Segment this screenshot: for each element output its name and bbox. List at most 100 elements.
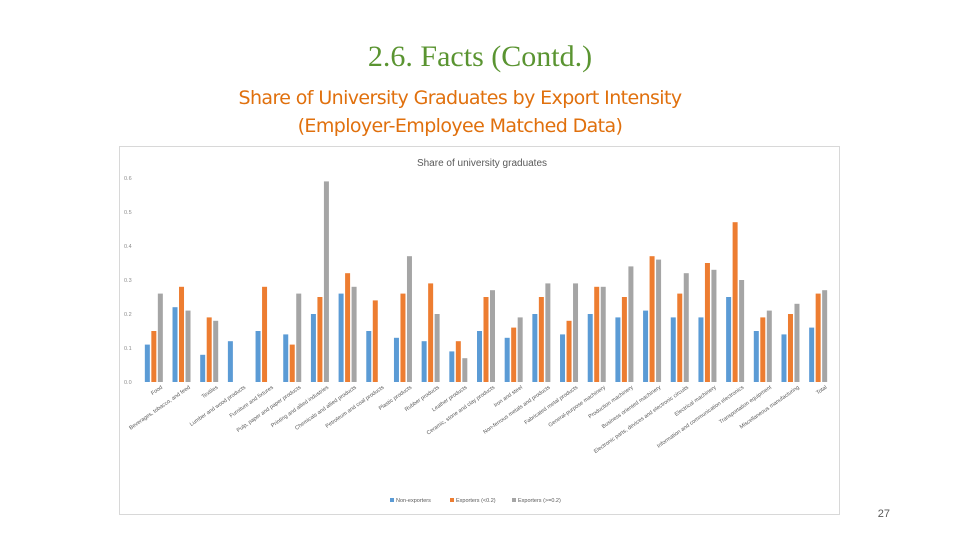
y-tick-label: 0.6 (124, 176, 132, 182)
bar (670, 317, 676, 382)
bar (766, 310, 772, 382)
bar (455, 341, 461, 382)
bar (739, 280, 745, 382)
bar (511, 327, 517, 382)
bar (428, 283, 434, 382)
bar (711, 269, 717, 382)
bar (517, 317, 523, 382)
y-tick-label: 0.4 (124, 244, 132, 250)
bar (227, 341, 233, 382)
y-tick-label: 0.3 (124, 278, 132, 284)
chart-subtitle: Share of University Graduates by Export … (140, 84, 780, 140)
bar (157, 293, 163, 382)
bar (560, 334, 566, 382)
bar (490, 290, 495, 382)
bar (677, 293, 683, 382)
bar (787, 314, 793, 382)
bar (538, 297, 544, 382)
bar (760, 317, 766, 382)
bar (144, 344, 150, 382)
bar (351, 286, 357, 382)
bar (406, 256, 412, 382)
bar (200, 354, 206, 382)
bar (338, 293, 344, 382)
bar (726, 297, 732, 382)
bar (372, 300, 378, 382)
bar (698, 317, 704, 382)
bar (643, 310, 649, 382)
bar (628, 266, 634, 382)
bar (462, 358, 468, 382)
bar (283, 334, 289, 382)
x-category-label: Lumber and wood products (189, 385, 247, 428)
bar (656, 259, 662, 382)
bar (794, 303, 800, 382)
bar (421, 341, 427, 382)
x-category-label: Transportation equipment (718, 384, 773, 425)
bar (262, 286, 268, 382)
bar (566, 320, 572, 382)
bar (587, 314, 593, 382)
y-tick-label: 0.2 (124, 312, 132, 318)
slide-title: 2.6. Facts (Contd.) (367, 40, 593, 73)
bar (289, 344, 295, 382)
legend-label: Exporters (>=0.2) (518, 498, 561, 504)
bar (366, 331, 372, 382)
legend: Non-exporters Exporters (<0.2) Exporters (… (390, 498, 561, 504)
bar (255, 331, 261, 382)
legend-swatch (512, 498, 516, 502)
legend-swatch (390, 498, 394, 502)
bar (600, 286, 606, 382)
subtitle-line-2: (Employer-Employee Matched Data) (297, 115, 623, 137)
bar (781, 334, 787, 382)
y-tick-label: 0.1 (124, 346, 132, 352)
bar (477, 331, 482, 382)
bar (449, 351, 455, 382)
bar (317, 297, 323, 382)
slide-number: 27 (877, 508, 890, 520)
bar (594, 286, 600, 382)
bar (532, 314, 538, 382)
bar (683, 273, 689, 382)
bar (310, 314, 316, 382)
bar (296, 293, 302, 382)
bar (704, 263, 710, 382)
bar (151, 331, 157, 382)
legend-label: Non-exporters (396, 498, 431, 504)
bar (545, 283, 551, 382)
legend-swatch (450, 498, 454, 502)
bar (753, 331, 759, 382)
bar-chart: Share of university graduates 0.00.10.20… (124, 158, 828, 504)
bar (649, 256, 655, 382)
y-tick-label: 0.0 (124, 380, 132, 386)
bar (621, 297, 627, 382)
bar (206, 317, 212, 382)
bar (483, 297, 489, 382)
bar (573, 283, 579, 382)
bar (504, 337, 510, 382)
bar (185, 310, 191, 382)
bar (345, 273, 351, 382)
bar (434, 314, 440, 382)
chart-frame: Share of university graduates 0.0 0.1 0.2 0… (119, 146, 840, 515)
bars (144, 181, 828, 382)
y-axis: 0.0 0.1 0.2 0.3 0.4 0.5 0.6 (124, 176, 132, 386)
x-category-label: Food (150, 385, 164, 397)
bar (809, 327, 815, 382)
bar (213, 320, 219, 382)
bar (400, 293, 406, 382)
bar (732, 222, 738, 382)
bar (615, 317, 621, 382)
bar (815, 293, 821, 382)
legend-label: Exporters (<0.2) (456, 498, 496, 504)
x-category-label: Textiles (201, 385, 220, 401)
x-category-label: Total (815, 385, 828, 397)
subtitle-line-1: Share of University Graduates by Export … (238, 87, 683, 109)
y-tick-label: 0.5 (124, 210, 132, 216)
bar (172, 307, 178, 382)
bar (323, 181, 329, 382)
bar (822, 290, 828, 382)
bar (179, 286, 185, 382)
chart-title: Share of university graduates (417, 158, 547, 169)
